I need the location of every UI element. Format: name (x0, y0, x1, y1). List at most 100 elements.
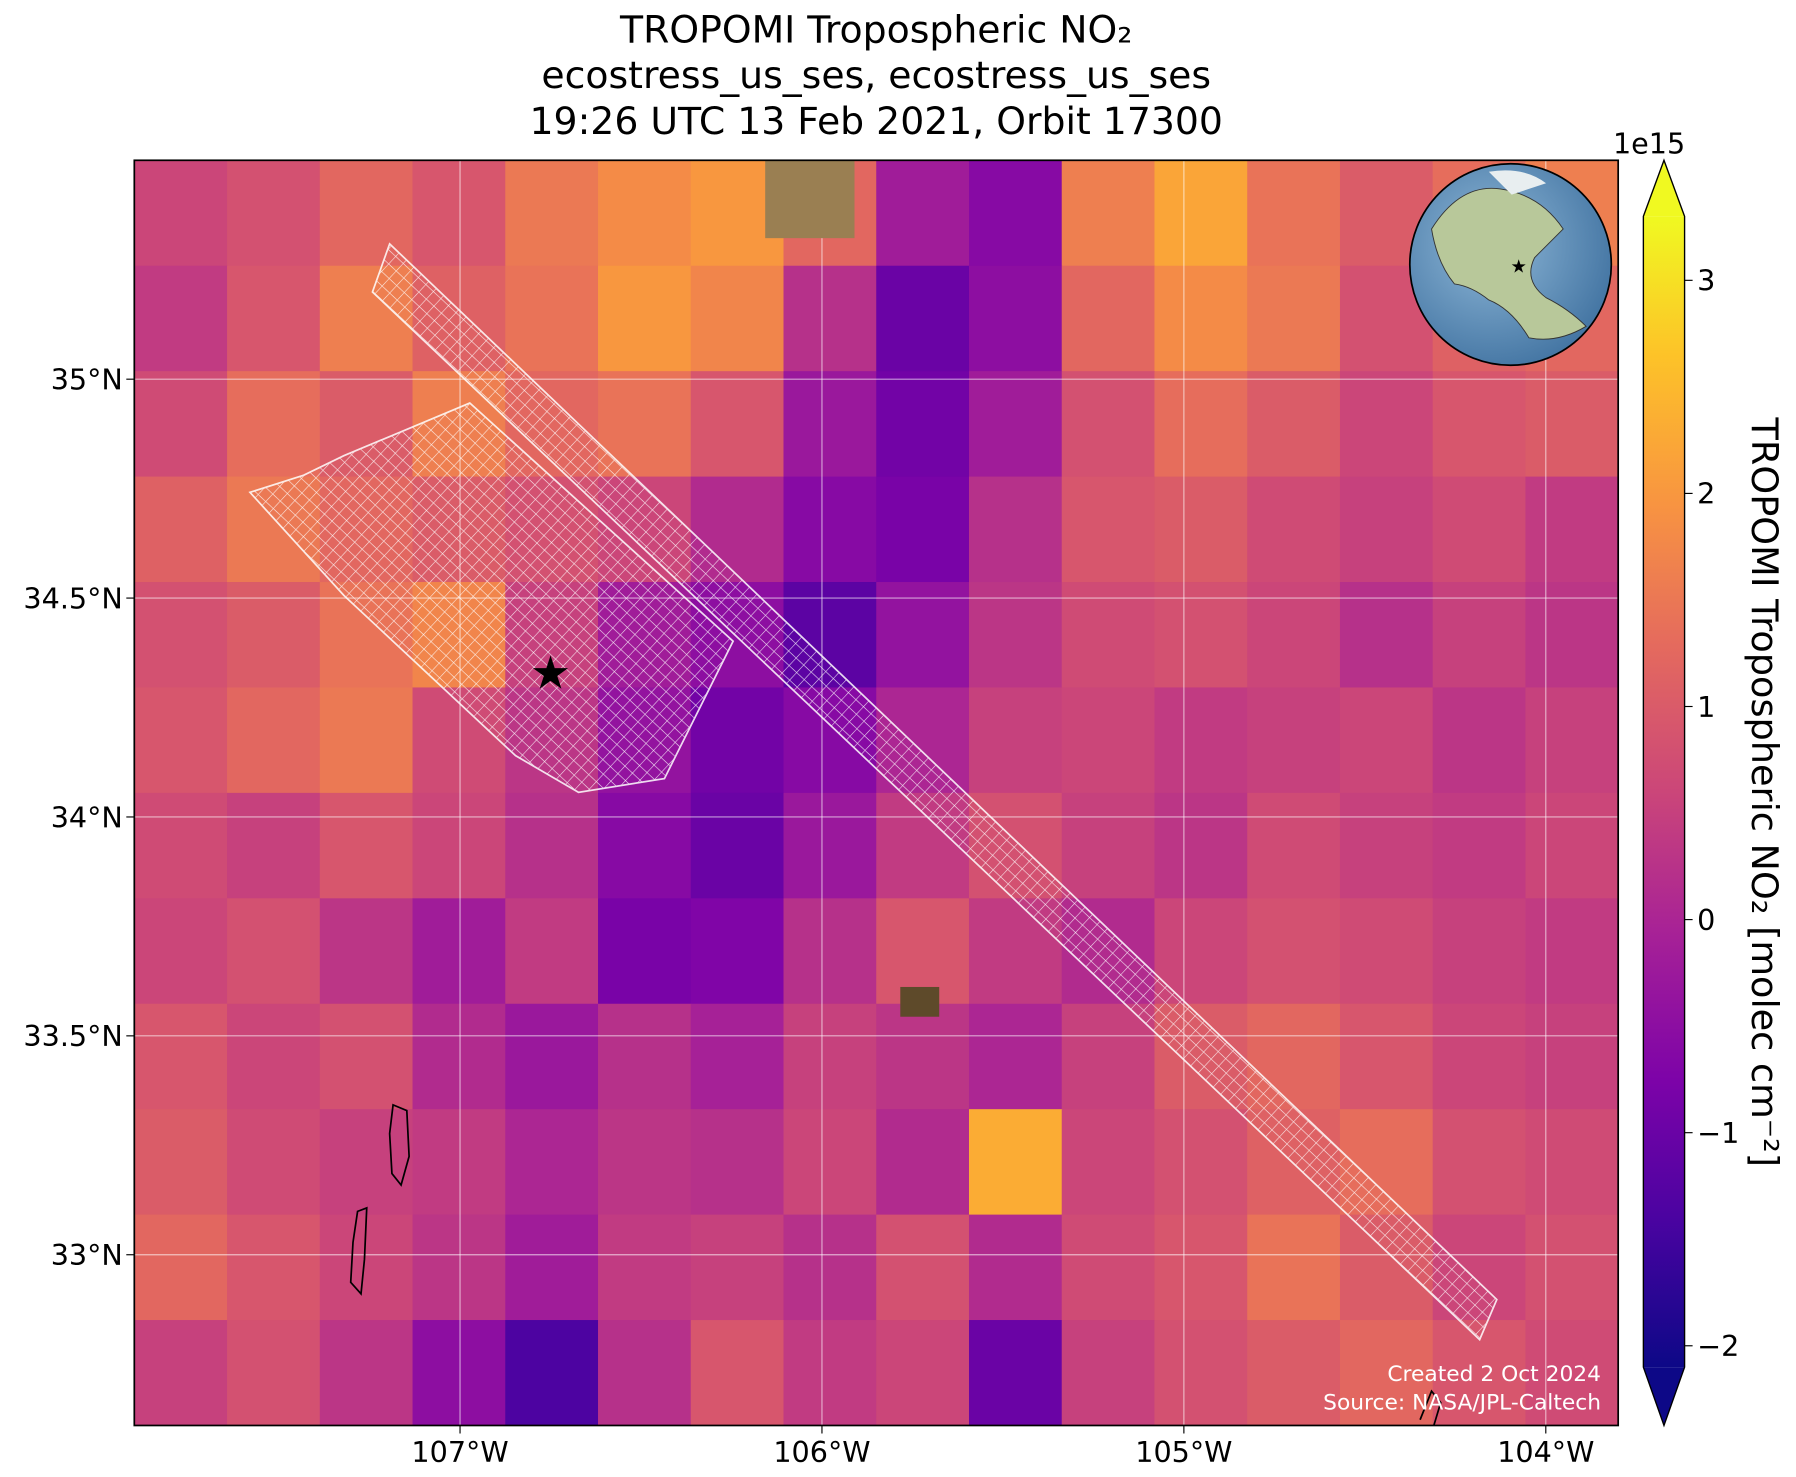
pixel (968, 371, 1063, 478)
pixel (1525, 898, 1619, 1005)
pixel (1525, 476, 1619, 583)
pixel (968, 1003, 1063, 1110)
pixel (1247, 898, 1341, 1005)
pixel (598, 1320, 692, 1426)
pixel (690, 1109, 785, 1216)
pixel (690, 371, 785, 478)
pixel (876, 160, 970, 267)
pixel (598, 1214, 692, 1321)
colorbar-frame (1642, 158, 1686, 1428)
pixel (1247, 1320, 1341, 1426)
pixel (1525, 371, 1619, 478)
pixel (1061, 582, 1156, 689)
lake-outline (388, 1103, 410, 1187)
pixel (412, 1003, 506, 1110)
ecostress-swath (248, 402, 735, 794)
pixel (876, 898, 970, 1005)
pixel (1432, 476, 1527, 583)
pixel (1525, 792, 1619, 899)
pixel (1154, 160, 1248, 267)
pixel (968, 476, 1063, 583)
pixel (876, 265, 970, 372)
pixel (1339, 476, 1434, 583)
pixel (690, 1003, 785, 1110)
pixel (598, 265, 692, 372)
pixel (227, 371, 321, 478)
pixel (1154, 898, 1248, 1005)
colorbar-tick-label: 2 (1697, 477, 1715, 511)
pixel (227, 1109, 321, 1216)
pixel (783, 1003, 877, 1110)
pixel (319, 160, 414, 267)
ecostress-swath (371, 242, 1498, 1342)
pixel (1339, 371, 1434, 478)
pixel (783, 792, 877, 899)
pixel (598, 160, 692, 267)
colorbar-scale (1643, 216, 1685, 1368)
pixel (412, 1109, 506, 1216)
pixel (598, 792, 692, 899)
pixel (505, 1320, 599, 1426)
y-tick-label: 35°N (51, 362, 123, 396)
colorbar: −2 −1 0 1 2 3 1e15 TROPOMI Tropospheric NO₂ [mo… (1613, 126, 1786, 1428)
pixel (134, 476, 228, 583)
pixel (134, 898, 228, 1005)
x-tick-label: 104°W (1497, 1435, 1594, 1469)
pixel (134, 687, 228, 794)
pixel (227, 898, 321, 1005)
title-line: TROPOMI Tropospheric NO₂ (619, 7, 1132, 51)
pixel (1061, 687, 1156, 794)
pixel (1247, 371, 1341, 478)
title-line: 19:26 UTC 13 Feb 2021, Orbit 17300 (530, 99, 1223, 143)
pixel (134, 160, 228, 267)
pixel (319, 898, 414, 1005)
pixel (690, 898, 785, 1005)
pixel (968, 1109, 1063, 1216)
pixel (227, 265, 321, 372)
y-tick-label: 34°N (51, 800, 123, 834)
pixel (1525, 1320, 1619, 1426)
pixel (968, 265, 1063, 372)
pixel (134, 1109, 228, 1216)
colorbar-extend (1643, 160, 1685, 217)
pixel (1061, 1109, 1156, 1216)
y-tick-label: 33.5°N (23, 1019, 122, 1053)
pixel (227, 792, 321, 899)
colorbar-label: TROPOMI Tropospheric NO₂ [molec cm⁻²] (1743, 417, 1786, 1168)
pixel (1154, 476, 1248, 583)
pixel (968, 1214, 1063, 1321)
pixel (876, 476, 970, 583)
pixel (598, 1003, 692, 1110)
pixel (876, 1214, 970, 1321)
pixel (134, 792, 228, 899)
pixel (1247, 687, 1341, 794)
annotation: Source: NASA/JPL-Caltech (1323, 1390, 1601, 1415)
pixel (1154, 582, 1248, 689)
pixel (1154, 371, 1248, 478)
pixel (690, 792, 785, 899)
pixel (1339, 1003, 1434, 1110)
pixel (319, 1320, 414, 1426)
colorbar-tick-label: 3 (1697, 264, 1715, 298)
pixel (1154, 792, 1248, 899)
pixel (319, 1003, 414, 1110)
pixel (690, 1320, 785, 1426)
pixel (134, 1214, 228, 1321)
pixel (876, 582, 970, 689)
pixel (505, 1109, 599, 1216)
pixel (1432, 1109, 1527, 1216)
pixel (1432, 1003, 1527, 1110)
y-tick-label: 33°N (51, 1238, 123, 1272)
map-frame (133, 159, 1620, 1427)
pixel (876, 1320, 970, 1426)
pixel (783, 898, 877, 1005)
pixel (876, 1109, 970, 1216)
pixel (1525, 1003, 1619, 1110)
pixel (876, 371, 970, 478)
pixel (1061, 1003, 1156, 1110)
pixel (1339, 582, 1434, 689)
pixel (690, 687, 785, 794)
pixel (1525, 582, 1619, 689)
pixel (1432, 792, 1527, 899)
pixel (783, 371, 877, 478)
